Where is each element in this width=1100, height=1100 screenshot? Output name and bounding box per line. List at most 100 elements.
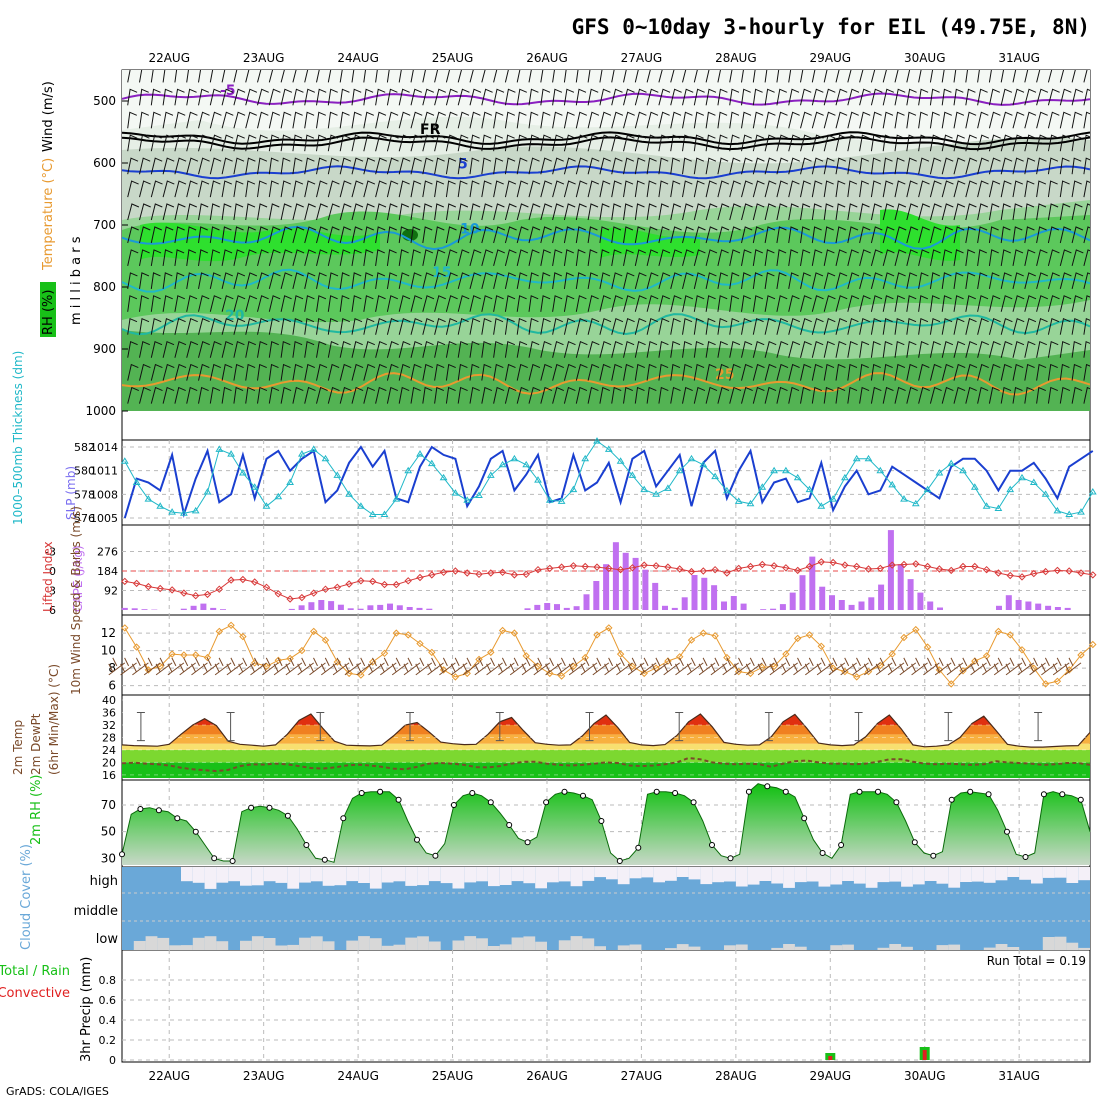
wind-barb: [174, 295, 185, 312]
wind-barb: [634, 134, 647, 152]
wind-point: [227, 621, 235, 630]
li-point: [557, 563, 566, 571]
wind-barb: [1071, 249, 1084, 267]
date-top-31AUG: 31AUG: [998, 51, 1040, 65]
cloud-high-block: [346, 867, 359, 882]
wind-barb: [268, 295, 281, 312]
wind-barb: [1012, 134, 1025, 152]
cloud-high-block: [665, 867, 677, 881]
wind-barb: [292, 70, 297, 83]
wind-barb: [941, 111, 952, 129]
wind-barb: [327, 363, 340, 381]
wind-barb: [741, 363, 753, 381]
wind10m-barb: [202, 657, 220, 676]
wind-barb: [788, 318, 800, 335]
wind-barb: [386, 341, 399, 358]
thickness-point: [687, 454, 696, 462]
rh-tick-50: 50: [101, 825, 116, 839]
wind-barb: [280, 363, 291, 381]
profile-ytick-1000: 1000: [85, 404, 116, 418]
wind-barb: [209, 134, 222, 152]
wind-barb: [988, 318, 1001, 335]
wind-barb: [516, 272, 528, 289]
wind-barb: [1036, 318, 1048, 335]
wind-barb: [977, 180, 989, 198]
wind-point: [262, 662, 271, 671]
wind-barb: [198, 341, 210, 358]
wind-barb: [316, 70, 320, 83]
thickness-point: [711, 472, 719, 480]
rh-swatch: [40, 282, 56, 337]
li-point: [841, 561, 849, 569]
wind-barb: [386, 203, 398, 221]
wind-point: [392, 629, 401, 637]
wind10m-barb: [179, 657, 196, 676]
wind-barb: [198, 226, 208, 244]
wind-barb: [1047, 386, 1058, 404]
wind-barb: [717, 249, 729, 267]
wind-barb: [162, 180, 175, 198]
wind-barb: [929, 203, 942, 221]
wind-barb: [1012, 272, 1024, 290]
wind-barb: [835, 88, 848, 106]
wind-barb: [493, 70, 498, 83]
wind-barb: [941, 203, 954, 221]
wind-barb: [693, 88, 705, 106]
date-bottom-26AUG: 26AUG: [526, 1069, 568, 1083]
wind-barb: [1024, 180, 1035, 198]
wind-barb: [953, 386, 966, 404]
wind-barb: [186, 157, 199, 175]
wind-barb: [705, 249, 718, 267]
wind-barb: [540, 88, 551, 106]
wind-barb: [233, 157, 245, 175]
wind-barb: [800, 203, 811, 221]
wind-barb: [859, 386, 870, 404]
cloud-low-block: [1042, 937, 1055, 950]
wind-barb: [221, 295, 234, 312]
date-axis-bottom: 22AUG 23AUG 24AUG 25AUG 26AUG 27AUG 28AUG 29AUG…: [148, 1069, 1040, 1083]
rh-point: [764, 783, 771, 790]
wind-barb: [398, 341, 411, 358]
wind-barb: [776, 295, 788, 312]
wind-barb: [752, 70, 756, 83]
wind-barb: [233, 203, 244, 221]
wind-barb: [139, 340, 150, 358]
wind-barb: [198, 249, 208, 266]
li-point: [534, 565, 542, 574]
wind-barb: [1047, 295, 1060, 312]
wind-point: [404, 631, 412, 639]
wind-barb: [929, 134, 941, 152]
wind-point: [380, 649, 389, 658]
cape-bar: [730, 596, 737, 610]
wind-barb: [1083, 226, 1090, 244]
wind-barb: [682, 203, 694, 221]
temp-minmax-whisker: [136, 711, 145, 742]
wind-barb: [800, 295, 812, 312]
cloud-high-block: [771, 867, 784, 884]
wind-barb: [835, 272, 848, 290]
precip-convective-bar-0: [828, 1056, 833, 1060]
wind-barb: [422, 157, 434, 175]
cape-bar: [681, 597, 688, 610]
cape-bar: [121, 607, 128, 610]
wind-barb: [1059, 70, 1065, 83]
wind-barb: [623, 70, 627, 83]
wind-barb: [929, 180, 942, 198]
wind-point: [309, 627, 318, 636]
wind-barb: [445, 226, 457, 244]
wind-barb: [410, 363, 422, 381]
wind-barb: [634, 249, 646, 267]
cape-bar: [779, 604, 786, 610]
cloud-level-low: low: [96, 932, 119, 947]
wind-barb: [847, 134, 859, 152]
wind-point: [593, 631, 601, 639]
cloud-low-block: [322, 941, 335, 950]
wind-barb: [800, 272, 811, 290]
wind-barb: [162, 317, 174, 335]
cloud-low-block: [688, 946, 701, 950]
cape-bar: [721, 601, 727, 610]
li-point: [935, 565, 944, 573]
wind-barb: [257, 134, 268, 152]
wind10m-barb: [462, 657, 480, 676]
cape-bar: [298, 605, 305, 610]
